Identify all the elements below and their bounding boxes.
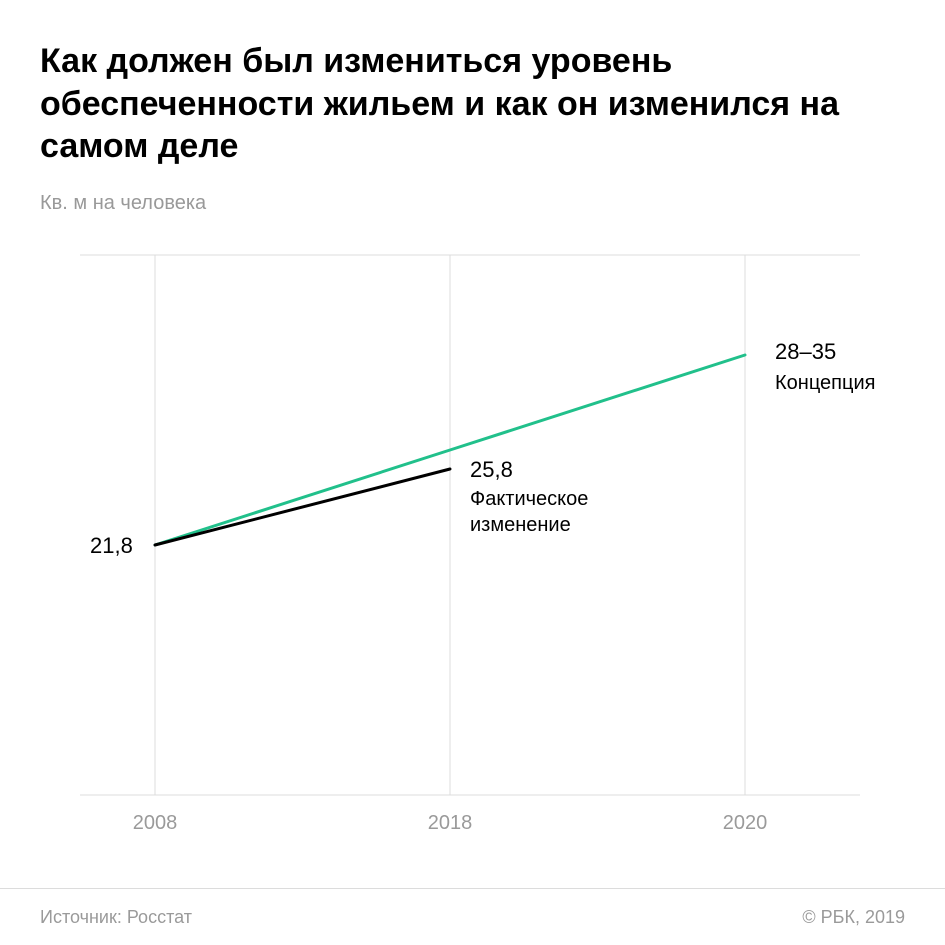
chart-container: Как должен был измениться уровень обеспе… xyxy=(0,0,945,945)
start-value-label: 21,8 xyxy=(90,533,133,558)
x-tick-label: 2008 xyxy=(133,812,178,834)
series-value-label: 25,8 xyxy=(470,457,513,482)
series-name-label: изменение xyxy=(470,514,571,536)
series-value-label: 28–35 xyxy=(775,339,836,364)
series-name-label: Концепция xyxy=(775,372,875,394)
x-tick-label: 2020 xyxy=(723,812,768,834)
source-label: Источник: Росстат xyxy=(40,907,192,928)
chart-plot-area: 2008 2018 2020 28–35 Концепция 25,8 Фактическо… xyxy=(40,235,905,855)
series-line xyxy=(155,469,450,545)
chart-subtitle: Кв. м на человека xyxy=(40,192,905,215)
chart-title: Как должен был измениться уровень обеспе… xyxy=(40,40,905,168)
copyright-label: © РБК, 2019 xyxy=(802,907,905,928)
x-tick-label: 2018 xyxy=(428,812,473,834)
chart-svg: 2008 2018 2020 28–35 Концепция 25,8 Фактическо… xyxy=(40,235,905,855)
series-name-label: Фактическое xyxy=(470,488,588,510)
chart-footer: Источник: Росстат © РБК, 2019 xyxy=(0,888,945,945)
